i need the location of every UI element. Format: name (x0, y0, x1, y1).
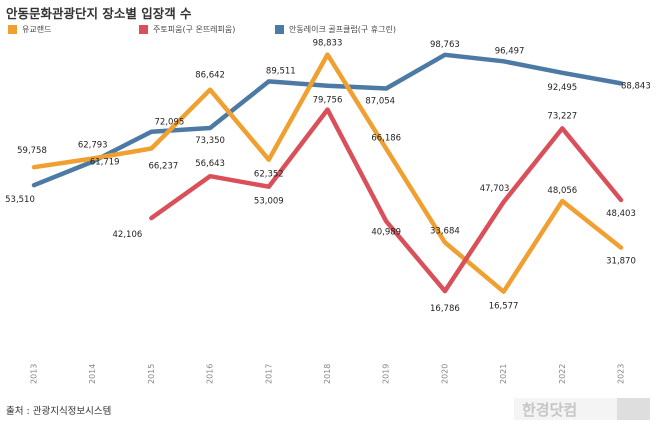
x-tick-label-2019: 2019 (382, 364, 391, 384)
legend: 유교랜드 주토피움(구 온뜨레피움) 안동레이크 골프클럽(구 휴그린) (0, 24, 658, 38)
legend-swatch-yugyoland (8, 25, 17, 34)
series-line-golf-club (31, 52, 624, 188)
data-label-yugyoland-2021: 16,577 (489, 302, 519, 312)
data-label-yugyoland-2013: 59,758 (17, 146, 47, 156)
x-tick-label-2013: 2013 (30, 364, 39, 384)
data-label-yugyoland-2014: 62,793 (78, 141, 108, 151)
data-label-golf-club-2017: 89,511 (266, 66, 296, 76)
data-label-yugyoland-2015: 66,237 (149, 162, 179, 172)
data-label-zutopium-2016: 56,643 (195, 159, 225, 169)
data-label-yugyoland-2022: 48,056 (547, 186, 577, 196)
x-tick-label-2020: 2020 (440, 364, 449, 384)
watermark-box (617, 398, 650, 420)
data-label-yugyoland-2017: 62,352 (254, 170, 284, 180)
legend-label-zutopium: 주토피움(구 온뜨레피움) (153, 25, 236, 34)
data-label-golf-club-2023: 88,843 (621, 81, 651, 91)
data-label-zutopium-2015: 42,106 (113, 230, 143, 240)
data-label-zutopium-2020: 16,786 (430, 304, 460, 314)
legend-swatch-zutopium (139, 25, 148, 34)
x-tick-label-2022: 2022 (558, 364, 567, 384)
x-tick-label-2018: 2018 (323, 364, 332, 384)
source-note: 출처 : 관광지식정보시스템 (6, 406, 112, 417)
data-label-zutopium-2018: 79,756 (313, 96, 343, 106)
data-label-yugyoland-2019: 66,186 (371, 134, 401, 144)
data-label-golf-club-2019: 87,054 (365, 97, 395, 107)
x-tick-label-2023: 2023 (617, 364, 626, 384)
legend-label-yugyoland: 유교랜드 (22, 25, 52, 34)
data-label-golf-club-2013: 53,510 (5, 195, 35, 205)
data-label-golf-club-2020: 98,763 (430, 40, 460, 50)
data-label-zutopium-2022: 73,227 (547, 111, 577, 121)
x-tick-label-2014: 2014 (88, 364, 97, 384)
data-label-zutopium-2023: 48,403 (606, 209, 636, 219)
x-tick-label-2021: 2021 (499, 364, 508, 384)
series-line-zutopium (149, 107, 624, 294)
data-label-golf-club-2021: 96,497 (495, 46, 525, 56)
watermark-text: 한경닷컴 (522, 400, 578, 419)
data-label-yugyoland-2023: 31,870 (606, 257, 636, 267)
chart-title: 안동문화관광단지 장소별 입장객 수 (6, 6, 192, 21)
data-label-zutopium-2019: 40,989 (371, 227, 401, 237)
legend-item-yugyoland: 유교랜드 (8, 24, 51, 35)
legend-label-golf-club: 안동레이크 골프클럽(구 휴그린) (289, 25, 397, 34)
data-label-zutopium-2021: 47,703 (480, 184, 510, 194)
data-label-golf-club-2015: 72,095 (155, 118, 185, 128)
legend-item-golf-club: 안동레이크 골프클럽(구 휴그린) (275, 24, 396, 35)
data-label-yugyoland-2016: 86,642 (195, 71, 225, 81)
data-label-yugyoland-2018: 98,833 (313, 39, 343, 49)
x-tick-label-2015: 2015 (147, 364, 156, 384)
data-label-zutopium-2017: 53,009 (254, 197, 284, 207)
data-label-golf-club-2022: 92,495 (547, 83, 577, 93)
x-tick-label-2017: 2017 (264, 364, 273, 384)
watermark: 한경닷컴 (514, 398, 650, 420)
legend-swatch-golf-club (275, 25, 284, 34)
data-label-golf-club-2014: 61,719 (90, 158, 120, 168)
data-label-yugyoland-2020: 33,684 (430, 226, 460, 236)
data-label-golf-club-2016: 73,350 (195, 136, 225, 146)
legend-item-zutopium: 주토피움(구 온뜨레피움) (139, 24, 235, 35)
x-tick-label-2016: 2016 (206, 364, 215, 384)
series-line-yugyoland (31, 52, 624, 294)
